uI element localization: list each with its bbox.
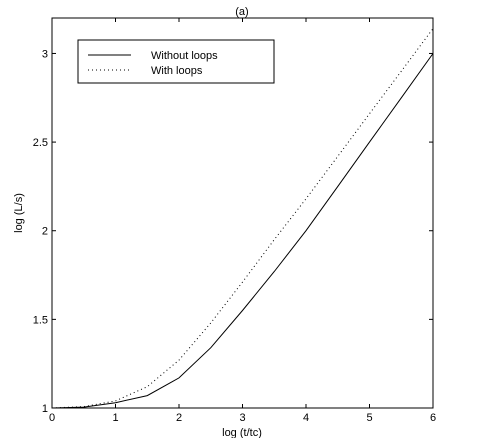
x-axis-ticks: 0 1 2 3 4 5 6 [49, 18, 436, 424]
y-tick-label: 3 [42, 48, 48, 60]
x-tick-label: 4 [303, 412, 309, 424]
legend-box [77, 39, 275, 84]
series-line-without-loops [51, 53, 434, 409]
x-tick-label: 0 [49, 412, 55, 424]
y-axis-label: log (L/s) [13, 193, 25, 233]
series-layer [51, 28, 434, 409]
x-tick-label: 3 [239, 412, 245, 424]
y-tick-label: 2 [42, 226, 48, 238]
y-tick-label: 1 [42, 403, 48, 415]
x-tick-label: 2 [176, 412, 182, 424]
x-tick-label: 5 [366, 412, 372, 424]
chart-title: (a) [235, 6, 248, 18]
x-tick-label: 1 [112, 412, 118, 424]
legend-label-without-loops: Without loops [151, 50, 218, 62]
x-tick-label: 6 [430, 412, 436, 424]
legend-label-with-loops: With loops [151, 65, 203, 77]
x-axis-label: log (t/tc) [222, 427, 262, 438]
y-tick-label: 1.5 [33, 314, 48, 326]
y-tick-label: 2.5 [33, 137, 48, 149]
legend: Without loops With loops [77, 39, 275, 84]
series-line-with-loops [51, 28, 434, 409]
y-axis-ticks: 1 1.5 2 2.5 3 [33, 48, 433, 415]
